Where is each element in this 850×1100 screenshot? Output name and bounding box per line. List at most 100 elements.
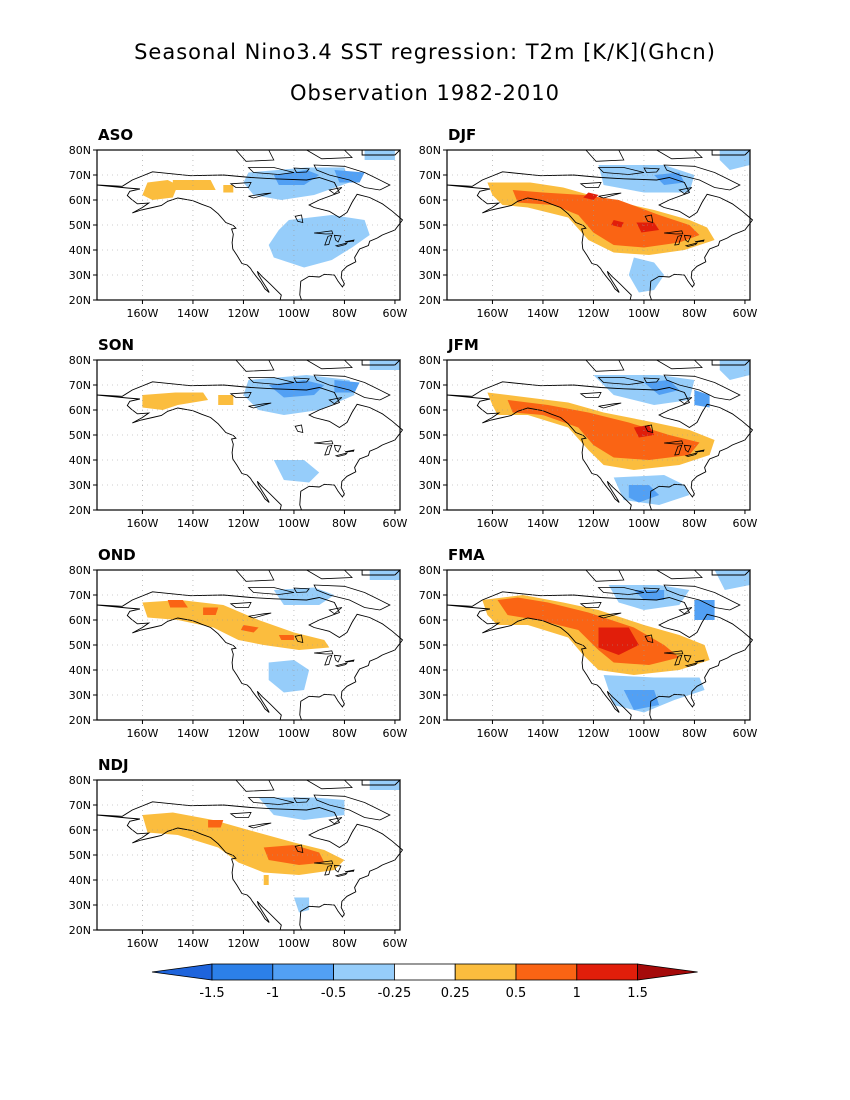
arctic-island-outline <box>597 377 645 385</box>
arctic-island-outline <box>247 167 295 175</box>
lat-tick-label: 70N <box>69 799 91 812</box>
map-panel-jfm: 80N 70N 60N 50N 40N 30N 20N 160W 140W 120W 100W 80W… <box>419 354 758 530</box>
lake-outline <box>334 872 349 877</box>
colorbar-level-label: -1.5 <box>199 986 224 1001</box>
lake-outline <box>598 612 622 619</box>
lake-outline <box>344 239 355 243</box>
arctic-island-outline <box>247 587 295 595</box>
panel-label-ndj: NDJ <box>98 756 129 774</box>
lat-tick-label: 50N <box>419 219 441 232</box>
map-panel-fma: 80N 70N 60N 50N 40N 30N 20N 160W 140W 120W 100W 80W… <box>419 564 758 740</box>
panel-label-son: SON <box>98 336 135 354</box>
lake-outline <box>579 392 602 398</box>
lake-outline <box>684 452 699 457</box>
anomaly-contour-ndj-4 <box>263 875 269 885</box>
anomaly-contour-jfm-1 <box>644 380 680 395</box>
lake-outline <box>324 654 333 666</box>
lake-outline <box>684 662 699 667</box>
lon-tick-label: 100W <box>628 307 660 320</box>
anomaly-contour-jfm-5 <box>628 485 660 503</box>
lake-outline <box>644 424 654 434</box>
lake-outline <box>324 444 333 456</box>
lon-tick-label: 100W <box>278 307 310 320</box>
lake-outline <box>314 440 334 445</box>
anomaly-contour-son-1 <box>218 395 234 405</box>
lon-tick-label: 60W <box>383 307 408 320</box>
lat-tick-label: 70N <box>69 379 91 392</box>
arctic-island-outline <box>663 374 741 401</box>
lake-outline <box>248 822 272 829</box>
lat-tick-label: 20N <box>69 504 91 517</box>
anomaly-contour-aso-0 <box>142 180 178 200</box>
lon-tick-label: 100W <box>278 727 310 740</box>
lake-outline <box>683 234 692 243</box>
lat-tick-label: 50N <box>419 429 441 442</box>
lake-outline <box>294 214 304 224</box>
lon-tick-label: 80W <box>332 727 357 740</box>
colorbar-level-label: 0.5 <box>506 986 527 1001</box>
lake-outline <box>664 440 684 445</box>
anomaly-contour-djf-3 <box>628 257 665 293</box>
lat-tick-label: 40N <box>69 874 91 887</box>
lon-tick-label: 140W <box>177 727 209 740</box>
lake-outline <box>644 214 654 224</box>
lat-tick-label: 70N <box>69 589 91 602</box>
lake-outline <box>598 402 622 409</box>
anomaly-contour-ond-5 <box>203 607 219 615</box>
lat-tick-label: 80N <box>419 564 441 577</box>
lon-tick-label: 100W <box>278 937 310 950</box>
lat-tick-label: 80N <box>69 144 91 157</box>
arctic-island-outline <box>328 397 343 405</box>
lake-outline <box>314 230 334 235</box>
lat-tick-label: 30N <box>69 479 91 492</box>
lat-tick-label: 70N <box>419 589 441 602</box>
anomaly-contour-son-4 <box>334 380 360 393</box>
lake-outline <box>248 402 272 409</box>
arctic-island-outline <box>313 794 391 821</box>
anomaly-contour-son-6 <box>273 460 320 483</box>
coastline <box>96 801 404 931</box>
lake-outline <box>694 239 705 243</box>
lake-outline <box>664 650 684 655</box>
coastline <box>446 381 754 511</box>
colorbar-level-label: -1 <box>266 986 279 1001</box>
lat-tick-label: 20N <box>419 294 441 307</box>
anomaly-contour-djf-1 <box>654 172 685 185</box>
lake-outline <box>598 192 622 199</box>
arctic-island-outline <box>678 187 693 195</box>
lon-tick-label: 160W <box>127 937 159 950</box>
lake-outline <box>344 449 355 453</box>
colorbar-segment <box>211 963 274 981</box>
map-panel-ond: 80N 70N 60N 50N 40N 30N 20N 160W 140W 120W 100W 80W… <box>69 564 408 740</box>
lon-tick-label: 80W <box>682 307 707 320</box>
lat-tick-label: 30N <box>419 479 441 492</box>
arctic-island-outline <box>313 374 391 401</box>
anomaly-contour-fma-2 <box>694 600 715 620</box>
lon-tick-label: 120W <box>228 937 260 950</box>
anomaly-contour-ond-4 <box>167 600 188 608</box>
colorbar-level-label: 0.25 <box>441 986 470 1001</box>
anomaly-contour-ndj-0 <box>258 797 345 820</box>
lat-tick-label: 20N <box>69 714 91 727</box>
lake-outline <box>248 612 272 619</box>
arctic-island-outline <box>328 607 343 615</box>
lake-outline <box>229 182 252 188</box>
arctic-island-outline <box>643 377 660 383</box>
lat-tick-label: 60N <box>69 194 91 207</box>
colorbar-arrow-low <box>151 963 213 981</box>
lake-outline <box>314 860 334 865</box>
lat-tick-label: 80N <box>69 564 91 577</box>
arctic-island-outline <box>328 187 343 195</box>
lake-outline <box>579 602 602 608</box>
lake-outline <box>344 869 355 873</box>
lake-outline <box>674 654 683 666</box>
lake-outline <box>324 234 333 246</box>
lat-tick-label: 70N <box>419 169 441 182</box>
anomaly-contour-jfm-8 <box>633 425 655 438</box>
lon-tick-label: 140W <box>527 517 559 530</box>
lat-tick-label: 40N <box>419 664 441 677</box>
arctic-island-outline <box>293 377 310 383</box>
lat-tick-label: 70N <box>419 379 441 392</box>
lake-outline <box>694 659 705 663</box>
anomaly-contour-ond-7 <box>278 635 294 640</box>
